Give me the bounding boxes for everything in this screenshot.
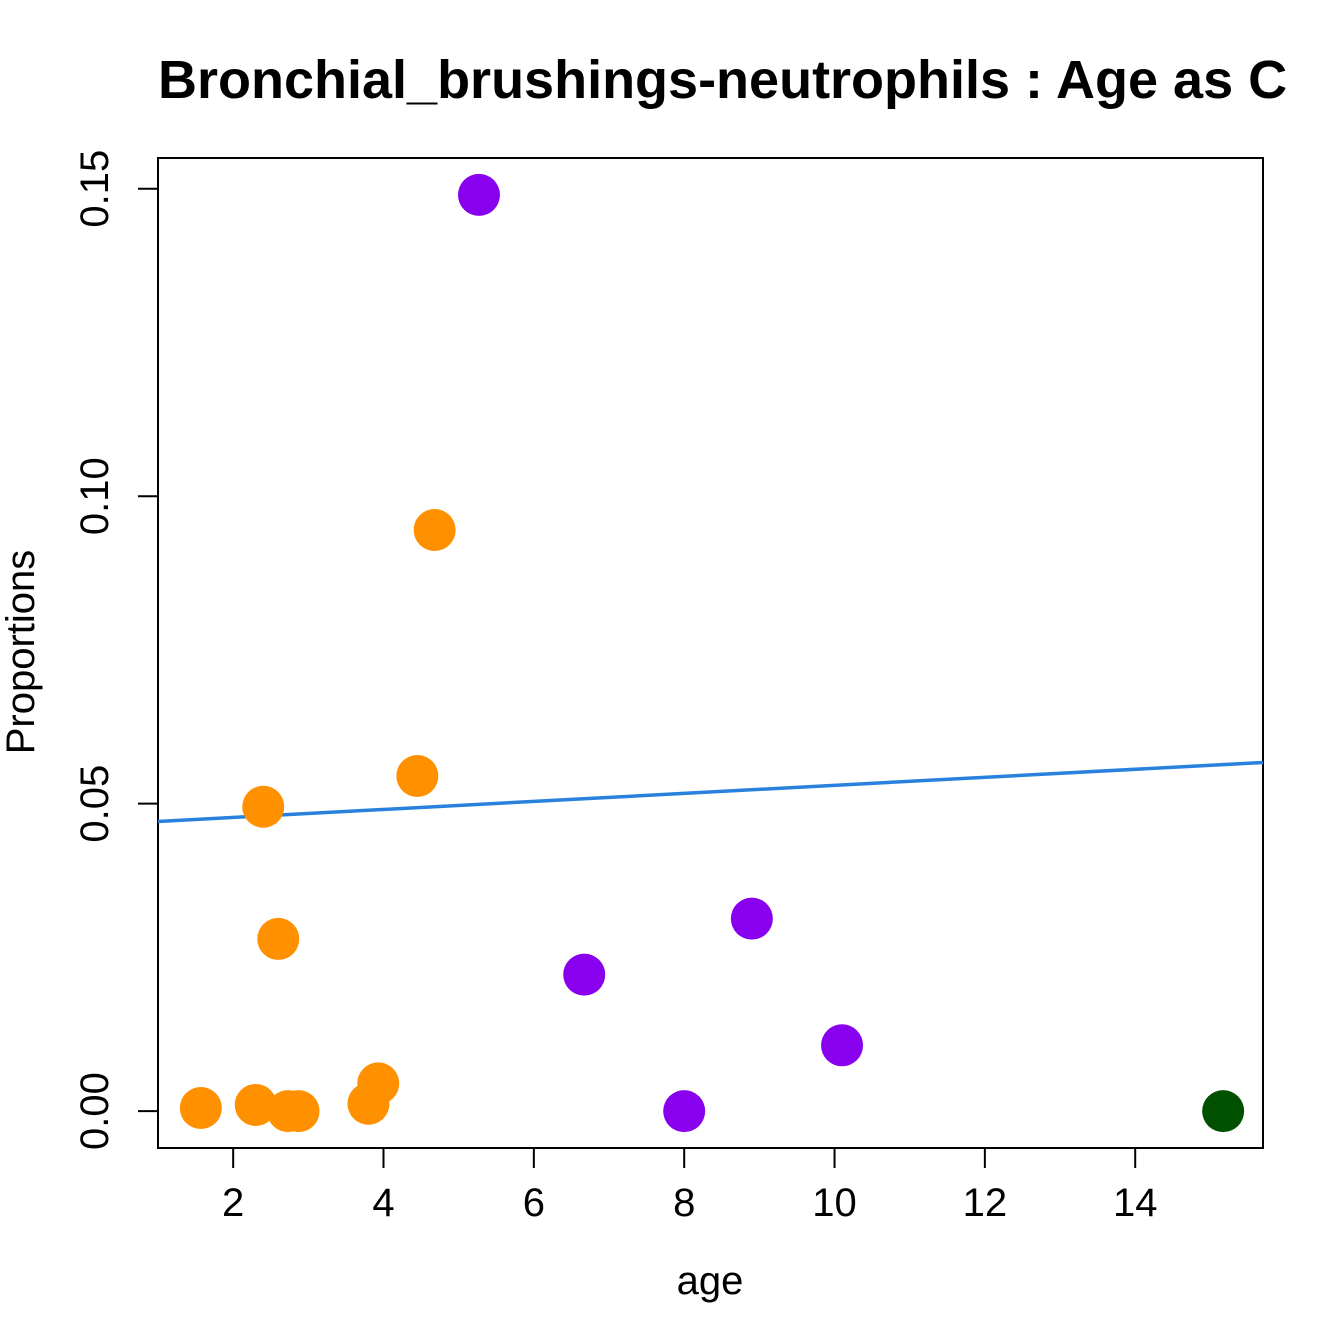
data-point bbox=[1202, 1090, 1245, 1133]
data-point bbox=[663, 1090, 706, 1133]
y-tick-label: 0.10 bbox=[73, 457, 117, 535]
x-tick-label: 12 bbox=[963, 1181, 1008, 1225]
x-tick-label: 6 bbox=[523, 1181, 545, 1225]
data-point bbox=[234, 1083, 277, 1126]
y-tick-label: 0.00 bbox=[73, 1072, 117, 1150]
y-tick-label: 0.15 bbox=[73, 150, 117, 228]
data-point bbox=[563, 953, 606, 996]
plot-frame bbox=[157, 157, 1264, 1149]
data-point bbox=[242, 785, 285, 828]
x-tick-label: 4 bbox=[372, 1181, 394, 1225]
y-tick-label: 0.05 bbox=[73, 765, 117, 843]
data-point bbox=[457, 173, 500, 216]
x-tick-label: 8 bbox=[673, 1181, 695, 1225]
data-point bbox=[396, 754, 439, 797]
data-point bbox=[357, 1062, 400, 1105]
trend-line bbox=[157, 760, 1264, 824]
data-point bbox=[179, 1087, 222, 1130]
data-point bbox=[277, 1090, 320, 1133]
plot-area: 2 4 6 8 10 12 14 0.00 0.05 0.10 0.15 bbox=[73, 150, 1264, 1225]
data-point bbox=[730, 897, 773, 940]
y-axis-label: Proportions bbox=[0, 550, 43, 755]
x-axis-label: age bbox=[677, 1259, 744, 1303]
data-point bbox=[257, 917, 300, 960]
x-tick-label: 14 bbox=[1113, 1181, 1158, 1225]
x-tick-label: 10 bbox=[812, 1181, 857, 1225]
data-point bbox=[413, 509, 456, 552]
data-point bbox=[821, 1024, 864, 1067]
x-tick-label: 2 bbox=[222, 1181, 244, 1225]
chart-title: Bronchial_brushings-neutrophils : Age as… bbox=[158, 50, 1287, 110]
